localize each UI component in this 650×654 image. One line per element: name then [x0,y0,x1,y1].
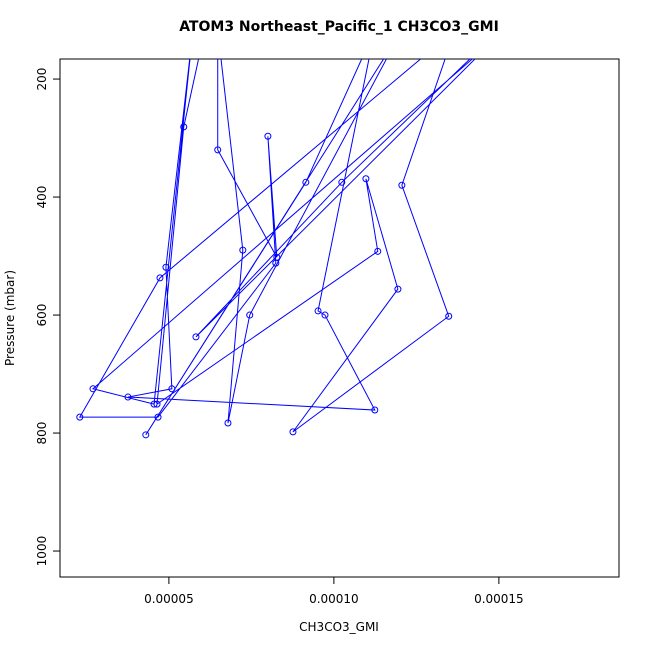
x-tick-label: 0.00005 [144,592,194,606]
data-point [394,285,402,293]
data-point [156,274,164,282]
chart-title: ATOM3 Northeast_Pacific_1 CH3CO3_GMI [179,19,499,35]
data-point [150,400,158,408]
data-point [246,311,254,319]
data-point [321,311,329,319]
y-tick-label: 1000 [35,536,49,567]
data-point [302,178,310,186]
data-point [192,333,200,341]
x-tick-label: 0.00015 [474,592,524,606]
data-point [162,263,170,271]
data-point [124,393,132,401]
data-point [153,400,161,408]
y-tick-label: 600 [35,304,49,327]
y-tick-label: 200 [35,68,49,91]
x-axis-label: CH3CO3_GMI [299,620,379,634]
data-point [273,253,281,261]
data-point [154,413,162,421]
data-point [264,132,272,140]
data-point [289,428,297,436]
x-tick-label: 0.00010 [309,592,359,606]
data-point [239,246,247,254]
y-tick-label: 400 [35,186,49,209]
data-point [338,178,346,186]
data-point [168,385,176,393]
data-point [362,175,370,183]
plot-frame [59,58,620,578]
data-line [78,59,476,436]
data-point [445,312,453,320]
data-point [371,406,379,414]
data-point [214,146,222,154]
y-axis-label: Pressure (mbar) [3,270,17,366]
data-point [180,123,188,131]
data-point [89,385,97,393]
data-point [491,37,497,43]
data-point [142,431,150,439]
data-point [398,181,406,189]
data-point [374,247,382,255]
plot-area [76,37,497,439]
data-point [224,419,232,427]
data-point [76,413,84,421]
y-tick-label: 800 [35,422,49,445]
data-point [314,307,322,315]
